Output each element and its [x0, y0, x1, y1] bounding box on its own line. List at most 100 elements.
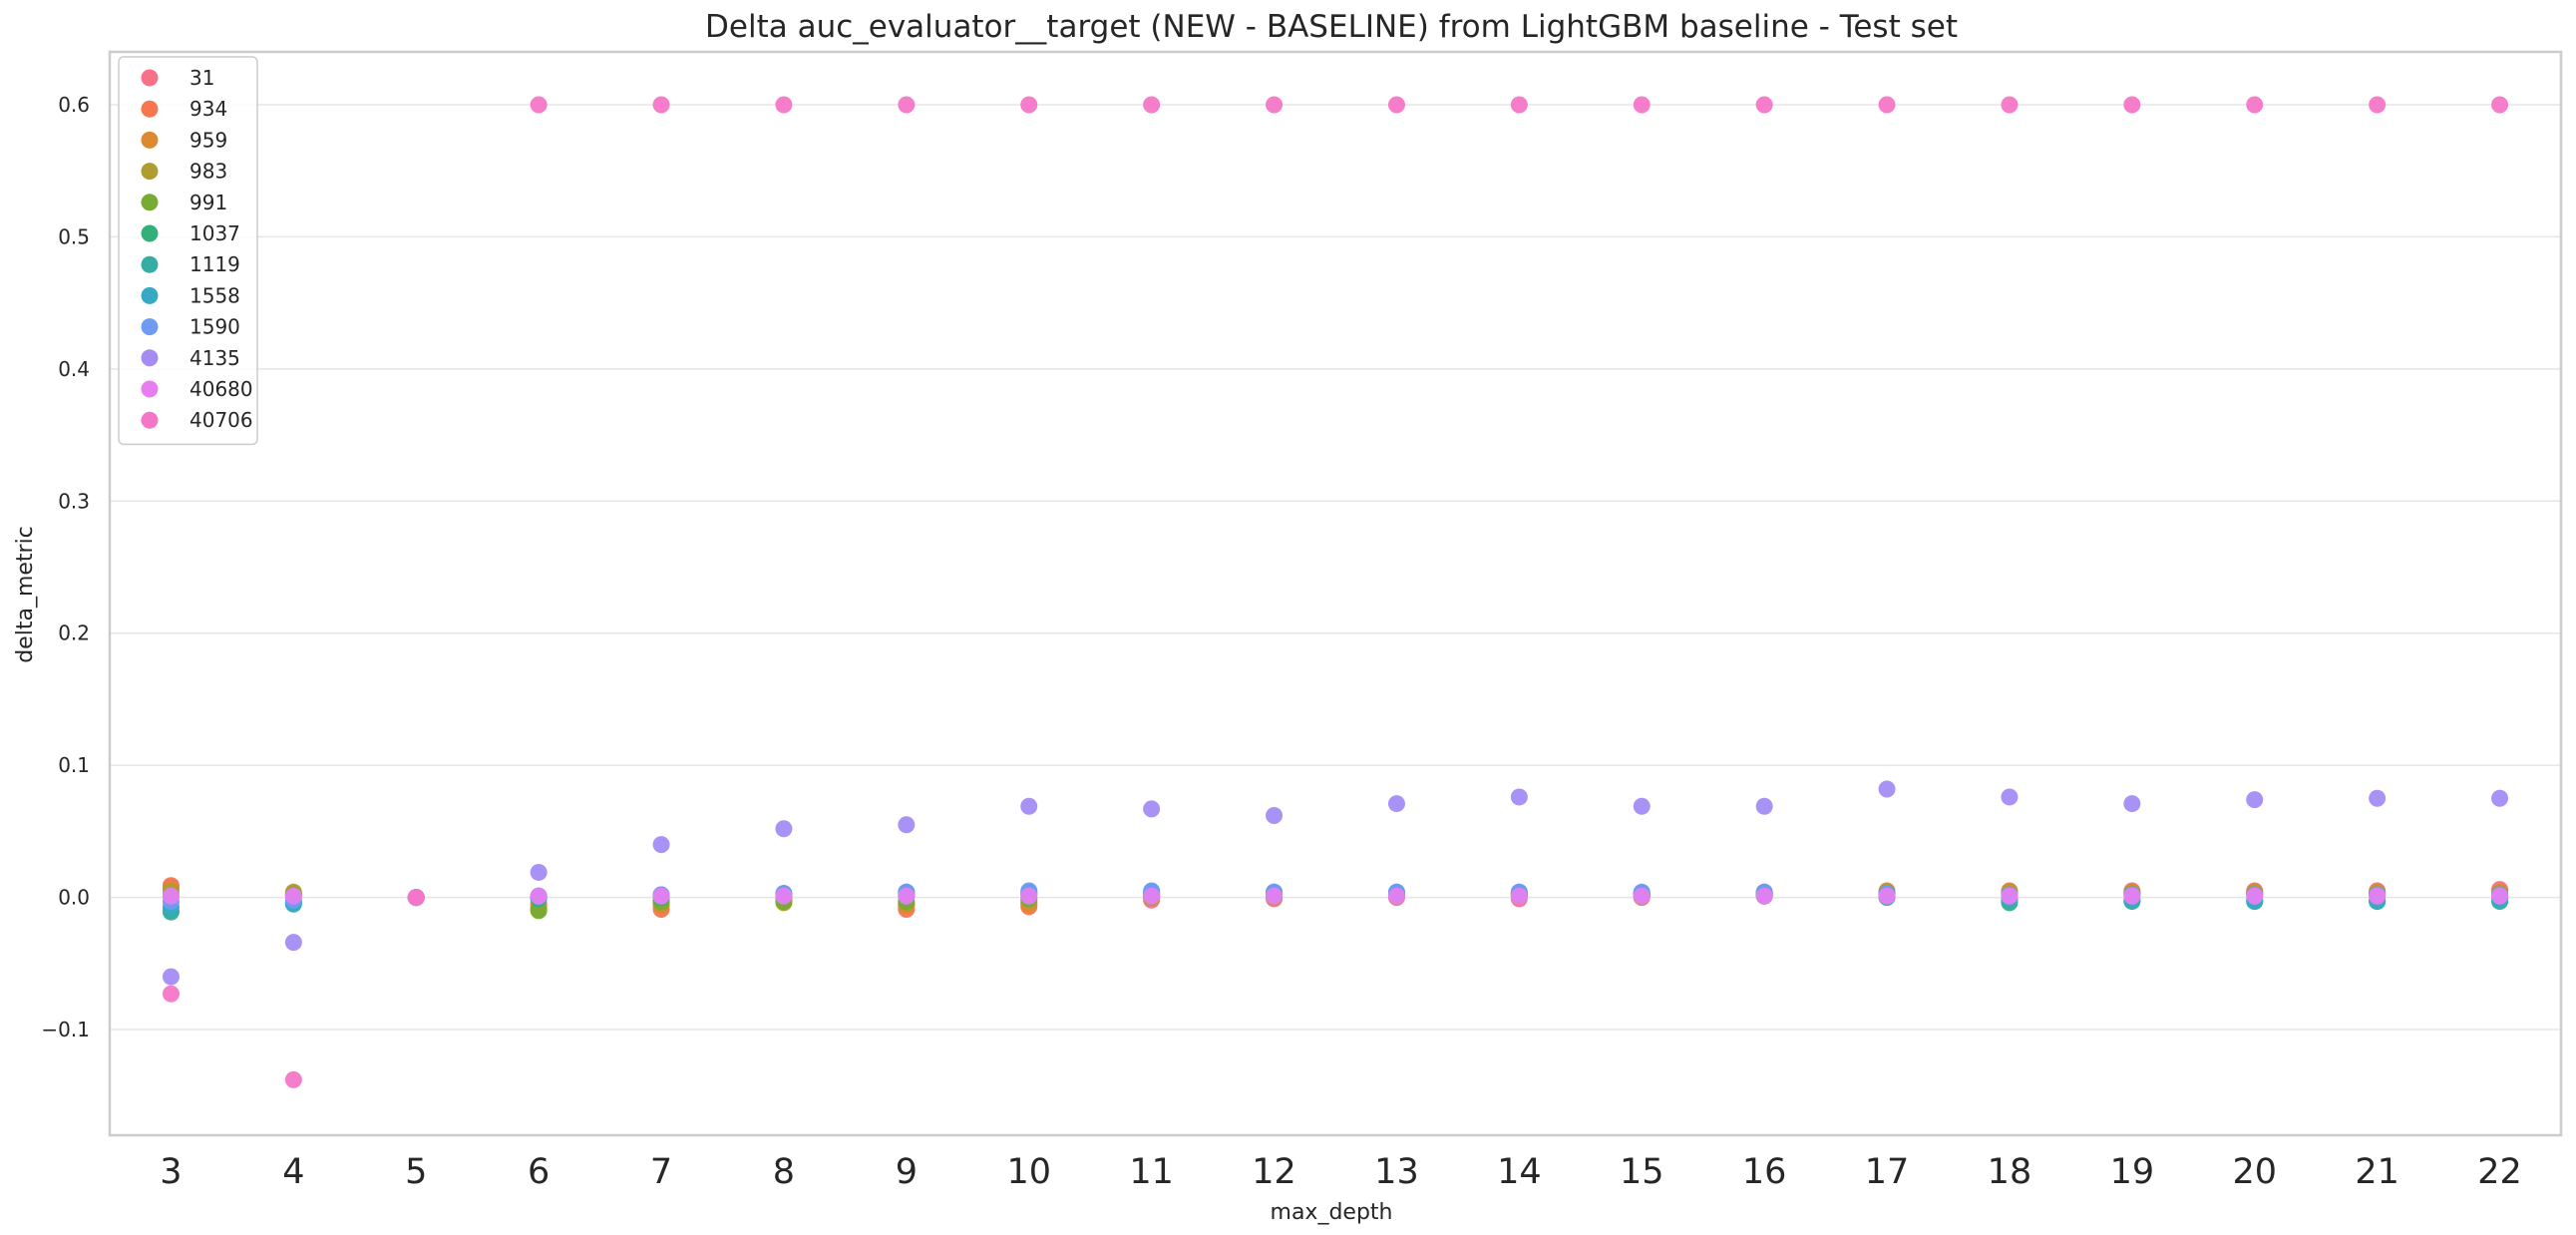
legend-item-1558[interactable]: 1558 [141, 283, 240, 307]
data-point [1510, 96, 1528, 114]
x-tick-label: 16 [1742, 1152, 1787, 1192]
data-point [2123, 887, 2141, 905]
gridlines [110, 104, 2561, 1030]
legend-marker [141, 349, 159, 367]
data-point [284, 887, 302, 905]
y-tick-label: 0.3 [58, 489, 90, 513]
data-point [775, 887, 793, 905]
legend-marker [141, 318, 159, 336]
data-point [2001, 96, 2019, 114]
data-point [1755, 96, 1773, 114]
legend-label: 40680 [189, 377, 253, 401]
data-point [2491, 96, 2509, 114]
legend-box [118, 56, 258, 446]
data-point [162, 985, 180, 1003]
data-point [1510, 887, 1528, 905]
x-tick-label: 20 [2232, 1152, 2277, 1192]
data-point [898, 887, 916, 905]
x-tick-label: 5 [405, 1152, 427, 1192]
x-axis-label: max_depth [1271, 1200, 1393, 1225]
legend-label: 31 [189, 66, 214, 90]
legend-label: 1119 [189, 252, 240, 276]
data-point [2369, 789, 2387, 807]
x-tick-label: 19 [2110, 1152, 2155, 1192]
legend-marker [141, 224, 159, 242]
series-40706 [162, 96, 2509, 1088]
data-point [652, 887, 670, 905]
x-tick-label: 18 [1988, 1152, 2032, 1192]
y-tick-label: 0.5 [58, 224, 90, 248]
data-point [2001, 887, 2019, 905]
data-point [1020, 887, 1038, 905]
data-point [530, 96, 548, 114]
y-tick-label: 0.6 [58, 93, 90, 117]
legend-item-1590[interactable]: 1590 [141, 315, 240, 339]
data-point [1143, 887, 1161, 905]
legend-marker [141, 380, 159, 398]
legend-item-934[interactable]: 934 [141, 97, 228, 121]
x-axis-ticks: 3 4 5 6 7 8 9 10 11 12 13 14 15 16 17 18 19 20 21 22 [160, 1152, 2522, 1192]
legend-label: 991 [189, 191, 227, 214]
data-point [2491, 789, 2509, 807]
data-point [1387, 795, 1405, 813]
legend-item-1037[interactable]: 1037 [141, 221, 240, 245]
x-tick-label: 9 [896, 1152, 918, 1192]
x-tick-label: 6 [528, 1152, 550, 1192]
x-tick-label: 3 [160, 1152, 182, 1192]
data-points [162, 96, 2509, 1088]
data-point [2246, 791, 2264, 809]
y-tick-label: 0.4 [58, 357, 90, 381]
data-point [2246, 96, 2264, 114]
data-point [1020, 96, 1038, 114]
legend-label: 959 [189, 128, 227, 152]
legend-item-959[interactable]: 959 [141, 128, 228, 152]
x-tick-label: 7 [650, 1152, 672, 1192]
data-point [652, 836, 670, 854]
data-point [1387, 96, 1405, 114]
data-point [1143, 800, 1161, 818]
data-point [407, 889, 425, 907]
data-point [1020, 797, 1038, 815]
data-point [2491, 887, 2509, 905]
data-point [162, 887, 180, 905]
legend-marker [141, 69, 159, 87]
x-tick-label: 22 [2477, 1152, 2522, 1192]
legend-label: 40706 [189, 408, 253, 432]
data-point [1878, 887, 1896, 905]
y-tick-label: 0.0 [58, 886, 90, 910]
x-tick-label: 21 [2355, 1152, 2399, 1192]
legend-item-31[interactable]: 31 [141, 66, 215, 90]
legend-marker [141, 163, 159, 181]
y-tick-label: −0.1 [41, 1018, 90, 1041]
legend-marker [141, 255, 159, 273]
legend-marker [141, 411, 159, 429]
legend-item-1119[interactable]: 1119 [141, 252, 240, 276]
x-tick-label: 4 [282, 1152, 304, 1192]
data-point [1633, 96, 1651, 114]
y-axis-ticks: −0.1 0.0 0.1 0.2 0.3 0.4 0.5 0.6 [41, 93, 90, 1041]
plot-frame [108, 50, 2563, 1137]
legend-item-40706[interactable]: 40706 [141, 408, 253, 432]
data-point [1633, 887, 1651, 905]
legend-marker [141, 286, 159, 304]
data-point [1510, 788, 1528, 806]
legend-label: 1558 [189, 283, 240, 307]
x-tick-label: 8 [773, 1152, 795, 1192]
data-point [1755, 797, 1773, 815]
legend[interactable]: 31 934 959 983 991 1037 1119 1558 1590 4135 40680 4… [118, 56, 258, 446]
legend-item-4135[interactable]: 4135 [141, 346, 240, 370]
legend-item-40680[interactable]: 40680 [141, 377, 253, 401]
x-tick-label: 13 [1374, 1152, 1419, 1192]
data-point [1755, 887, 1773, 905]
data-point [652, 96, 670, 114]
data-point [898, 96, 916, 114]
legend-label: 1590 [189, 315, 240, 339]
legend-label: 983 [189, 160, 227, 184]
legend-item-991[interactable]: 991 [141, 191, 228, 214]
legend-item-983[interactable]: 983 [141, 160, 228, 184]
x-tick-label: 12 [1252, 1152, 1296, 1192]
y-tick-label: 0.2 [58, 621, 90, 645]
data-point [1143, 96, 1161, 114]
